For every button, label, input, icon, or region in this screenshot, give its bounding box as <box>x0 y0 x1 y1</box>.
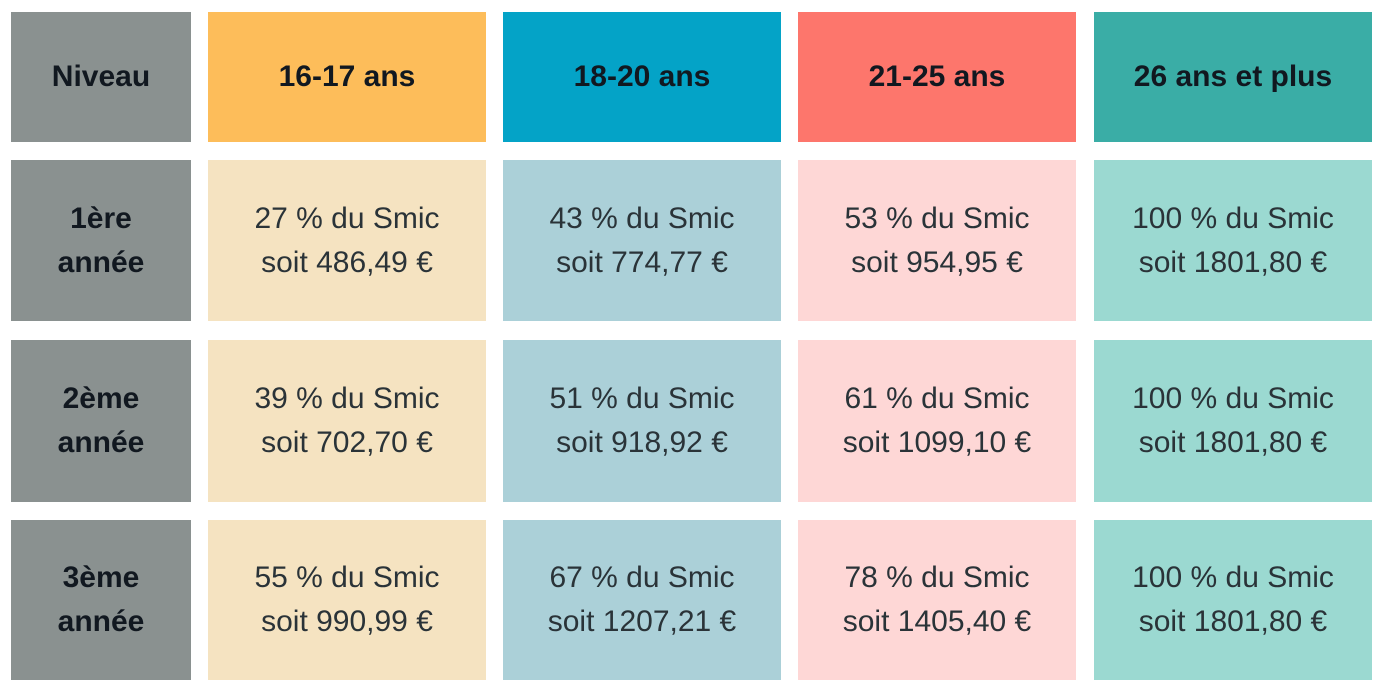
table-cell: 51 % du Smic soit 918,92 € <box>503 340 781 502</box>
cell-amount: soit 1099,10 € <box>842 426 1032 459</box>
cell-amount: soit 486,49 € <box>261 245 433 279</box>
cell-percent: 39 % du Smic <box>254 382 440 415</box>
header-level: Niveau <box>11 12 191 142</box>
table-cell: 78 % du Smic soit 1405,40 € <box>798 520 1076 680</box>
cell-amount: soit 774,77 € <box>556 245 728 279</box>
level-year-1: 1ère année <box>11 160 191 321</box>
cell-percent: 53 % du Smic <box>844 201 1030 235</box>
cell-amount: soit 1405,40 € <box>842 605 1032 638</box>
table-cell: 100 % du Smic soit 1801,80 € <box>1094 340 1372 502</box>
table-cell: 61 % du Smic soit 1099,10 € <box>798 340 1076 502</box>
level-line-1: 1ère <box>70 201 132 235</box>
level-line-2: année <box>57 245 145 279</box>
header-age-21-25: 21-25 ans <box>798 12 1076 142</box>
cell-amount: soit 702,70 € <box>261 426 433 459</box>
level-line-2: année <box>57 605 145 638</box>
cell-percent: 67 % du Smic <box>549 561 735 594</box>
level-line-1: 2ème <box>62 382 140 415</box>
table-cell: 100 % du Smic soit 1801,80 € <box>1094 520 1372 680</box>
table-cell: 43 % du Smic soit 774,77 € <box>503 160 781 321</box>
cell-percent: 61 % du Smic <box>844 382 1030 415</box>
level-year-3: 3ème année <box>11 520 191 680</box>
cell-percent: 43 % du Smic <box>549 201 735 235</box>
cell-percent: 55 % du Smic <box>254 561 440 594</box>
cell-percent: 100 % du Smic <box>1132 561 1334 594</box>
table-cell: 53 % du Smic soit 954,95 € <box>798 160 1076 321</box>
cell-amount: soit 918,92 € <box>556 426 728 459</box>
cell-amount: soit 1207,21 € <box>547 605 737 638</box>
table-cell: 39 % du Smic soit 702,70 € <box>208 340 486 502</box>
cell-amount: soit 990,99 € <box>261 605 433 638</box>
cell-percent: 78 % du Smic <box>844 561 1030 594</box>
level-line-2: année <box>57 426 145 459</box>
header-age-16-17: 16-17 ans <box>208 12 486 142</box>
table-cell: 27 % du Smic soit 486,49 € <box>208 160 486 321</box>
cell-percent: 27 % du Smic <box>254 201 440 235</box>
cell-percent: 100 % du Smic <box>1132 382 1334 415</box>
cell-percent: 100 % du Smic <box>1132 201 1334 235</box>
table-cell: 67 % du Smic soit 1207,21 € <box>503 520 781 680</box>
header-age-26-plus: 26 ans et plus <box>1094 12 1372 142</box>
cell-amount: soit 1801,80 € <box>1138 605 1328 638</box>
cell-percent: 51 % du Smic <box>549 382 735 415</box>
level-line-1: 3ème <box>62 561 140 594</box>
cell-amount: soit 1801,80 € <box>1138 245 1328 279</box>
cell-amount: soit 1801,80 € <box>1138 426 1328 459</box>
header-age-18-20: 18-20 ans <box>503 12 781 142</box>
cell-amount: soit 954,95 € <box>851 245 1023 279</box>
table-cell: 55 % du Smic soit 990,99 € <box>208 520 486 680</box>
level-year-2: 2ème année <box>11 340 191 502</box>
table-cell: 100 % du Smic soit 1801,80 € <box>1094 160 1372 321</box>
